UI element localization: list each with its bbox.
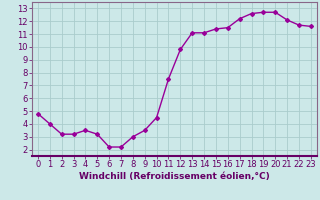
X-axis label: Windchill (Refroidissement éolien,°C): Windchill (Refroidissement éolien,°C)	[79, 172, 270, 181]
